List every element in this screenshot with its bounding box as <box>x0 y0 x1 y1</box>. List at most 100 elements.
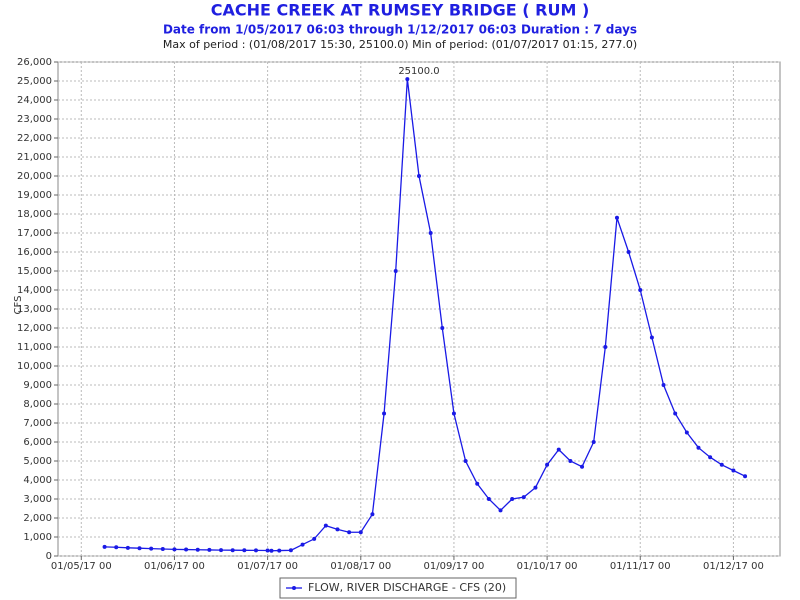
data-point <box>451 411 456 416</box>
data-point <box>708 455 713 460</box>
data-point <box>149 546 154 551</box>
data-point <box>288 548 293 553</box>
data-point <box>638 288 643 292</box>
y-tick-label: 0 <box>46 551 52 562</box>
y-tick-label: 20,000 <box>17 171 52 182</box>
y-tick-label: 2,000 <box>23 513 52 524</box>
data-point <box>269 548 274 553</box>
y-tick-label: 1,000 <box>23 532 52 543</box>
data-point <box>312 536 317 541</box>
data-point <box>405 77 410 82</box>
x-tick-label: 01/11/17 00 <box>610 561 671 572</box>
y-tick-label: 18,000 <box>17 209 52 220</box>
y-tick-label: 14,000 <box>17 285 52 296</box>
y-tick-label: 23,000 <box>17 114 52 125</box>
data-point <box>347 530 352 535</box>
data-point <box>440 326 445 330</box>
y-tick-label: 4,000 <box>23 475 52 486</box>
data-point <box>393 269 398 273</box>
y-tick-label: 21,000 <box>17 152 52 163</box>
data-point <box>580 464 585 469</box>
y-tick-label: 19,000 <box>17 190 52 201</box>
y-tick-label: 5,000 <box>23 456 52 467</box>
data-point <box>498 508 503 513</box>
legend-box <box>279 577 517 599</box>
data-point <box>603 345 608 349</box>
data-point <box>521 495 526 500</box>
data-point <box>172 547 177 552</box>
y-tick-label: 25,000 <box>17 76 52 87</box>
data-point <box>323 523 328 528</box>
y-tick-label: 16,000 <box>17 247 52 258</box>
x-tick-label: 01/09/17 00 <box>424 561 485 572</box>
y-tick-label: 3,000 <box>23 494 52 505</box>
data-point <box>556 447 561 452</box>
data-point <box>719 462 724 467</box>
data-point <box>428 231 433 235</box>
y-tick-label: 8,000 <box>23 399 52 410</box>
y-tick-label: 12,000 <box>17 323 52 334</box>
data-point <box>684 430 689 435</box>
data-point <box>661 383 666 387</box>
data-point <box>242 548 247 553</box>
data-point <box>160 546 165 551</box>
data-point <box>591 440 596 444</box>
annotation: 25100.0 <box>398 66 439 77</box>
x-tick-label: 01/12/17 00 <box>703 561 764 572</box>
data-point <box>300 542 305 547</box>
data-point <box>417 174 421 178</box>
y-tick-label: 9,000 <box>23 380 52 391</box>
x-tick-label: 01/07/17 00 <box>237 561 298 572</box>
legend-swatch-dot <box>292 586 296 590</box>
data-point <box>125 545 130 550</box>
chart-title: CACHE CREEK AT RUMSEY BRIDGE ( RUM ) <box>211 1 590 20</box>
data-point <box>649 335 654 340</box>
data-point <box>696 445 701 450</box>
data-point <box>382 411 387 416</box>
y-tick-label: 15,000 <box>17 266 52 277</box>
data-point <box>219 548 224 553</box>
data-point <box>184 547 189 552</box>
data-point <box>277 548 282 553</box>
data-point <box>463 459 468 463</box>
y-tick-label: 24,000 <box>17 95 52 106</box>
x-tick-label: 01/08/17 00 <box>330 561 391 572</box>
data-point <box>230 548 235 553</box>
y-axis-label: CFS <box>13 296 24 315</box>
data-point <box>335 527 340 532</box>
data-point <box>358 530 363 535</box>
data-point <box>370 512 375 517</box>
data-point <box>731 468 736 473</box>
y-tick-label: 22,000 <box>17 133 52 144</box>
chart-subtitle: Date from 1/05/2017 06:03 through 1/12/2… <box>163 23 637 37</box>
y-tick-label: 11,000 <box>17 342 52 353</box>
data-point <box>510 497 515 501</box>
data-point <box>265 548 270 553</box>
data-point <box>475 481 480 486</box>
legend-label: FLOW, RIVER DISCHARGE - CFS (20) <box>308 581 506 594</box>
x-tick-label: 01/05/17 00 <box>51 561 112 572</box>
data-point <box>626 250 631 254</box>
y-tick-label: 13,000 <box>17 304 52 315</box>
data-point <box>545 462 550 467</box>
data-point <box>137 546 142 551</box>
y-tick-label: 6,000 <box>23 437 52 448</box>
data-point <box>533 485 538 490</box>
chart-subtitle-2: Max of period : (01/08/2017 15:30, 25100… <box>163 38 637 51</box>
x-tick-label: 01/06/17 00 <box>144 561 205 572</box>
data-point <box>568 459 573 463</box>
y-tick-label: 10,000 <box>17 361 52 372</box>
y-tick-label: 26,000 <box>17 57 52 68</box>
data-point <box>207 547 212 552</box>
data-point <box>743 474 748 479</box>
data-point <box>614 215 619 220</box>
y-tick-label: 17,000 <box>17 228 52 239</box>
data-point <box>486 497 491 501</box>
y-tick-label: 7,000 <box>23 418 52 429</box>
data-point <box>114 545 119 550</box>
data-point <box>253 548 258 553</box>
x-tick-label: 01/10/17 00 <box>517 561 578 572</box>
data-point <box>673 411 678 416</box>
data-point <box>195 547 200 552</box>
